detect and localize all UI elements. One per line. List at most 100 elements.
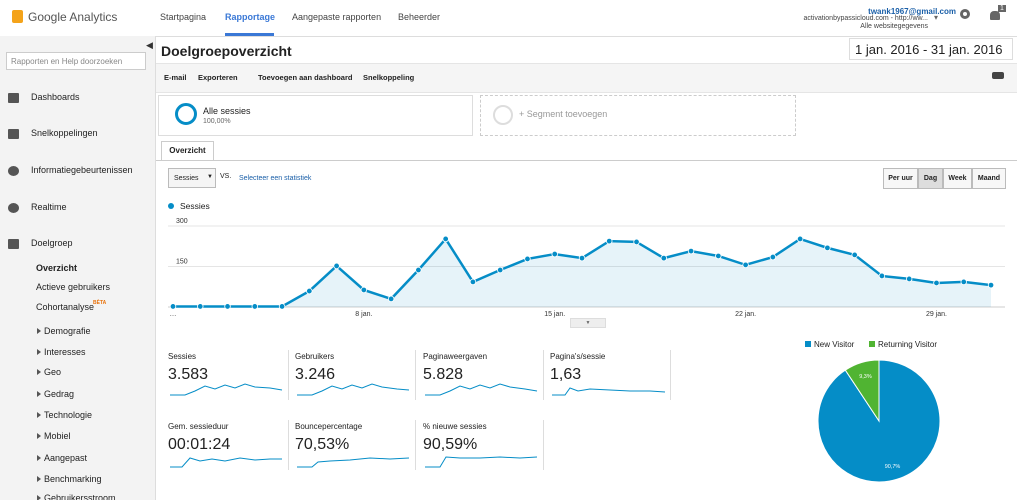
sidebar-item[interactable]: Informatiegebeurtenissen bbox=[31, 165, 133, 175]
sidebar-subitem[interactable]: Interesses bbox=[44, 347, 86, 357]
sidebar-subitem[interactable]: Gebruikersstroom bbox=[44, 493, 116, 500]
nav-tab[interactable]: Aangepaste rapporten bbox=[292, 12, 382, 22]
collapse-arrow[interactable]: ◀ bbox=[146, 40, 153, 50]
y-tick-label: 300 bbox=[176, 218, 188, 225]
point bbox=[715, 252, 722, 260]
sidebar-item[interactable]: Snelkoppelingen bbox=[31, 128, 98, 138]
sidebar-subitem[interactable]: Overzicht bbox=[36, 263, 78, 273]
metric-divider bbox=[415, 350, 416, 400]
sidebar-subitem[interactable]: Cohortanalyse bbox=[36, 302, 95, 312]
point bbox=[551, 250, 558, 258]
point bbox=[278, 303, 286, 310]
point bbox=[387, 295, 395, 303]
toolbar-action[interactable]: E-mail bbox=[164, 73, 187, 82]
point bbox=[933, 279, 940, 287]
metric-value: 00:01:24 bbox=[168, 436, 231, 453]
tab-line bbox=[156, 160, 1017, 161]
metric-value: 90,59% bbox=[423, 436, 478, 453]
legend-swatch bbox=[869, 341, 875, 347]
segment-share: 100,00% bbox=[203, 118, 231, 125]
education-icon[interactable] bbox=[992, 72, 1004, 79]
point bbox=[851, 251, 858, 259]
sidebar-subitem[interactable]: Technologie bbox=[44, 410, 93, 420]
sidebar-subitem[interactable]: Gedrag bbox=[44, 389, 75, 399]
account-property[interactable]: activationbypassicloud.com - http://ww..… bbox=[803, 15, 929, 22]
sidebar-item[interactable]: Realtime bbox=[31, 202, 67, 212]
overview-tab[interactable]: Overzicht bbox=[161, 141, 214, 160]
sidebar-subitem[interactable]: Benchmarking bbox=[44, 474, 102, 484]
metric-name: Sessies bbox=[168, 352, 197, 361]
point bbox=[578, 254, 586, 262]
bell-icon[interactable] bbox=[990, 11, 1000, 20]
expand-arrow bbox=[37, 476, 41, 482]
report-title: Doelgroepoverzicht bbox=[161, 43, 292, 59]
beta-badge: BÈTA bbox=[93, 300, 107, 306]
period-button[interactable]: Maand bbox=[972, 168, 1006, 189]
metric-value: 3.583 bbox=[168, 366, 209, 383]
sidebar-icon bbox=[8, 239, 19, 249]
add-segment[interactable]: + Segment toevoegen bbox=[519, 109, 608, 119]
logo-icon bbox=[12, 10, 23, 23]
metric-name: Pagina's/sessie bbox=[550, 352, 606, 361]
point bbox=[660, 254, 667, 262]
sidebar-subitem[interactable]: Geo bbox=[44, 367, 62, 377]
top-bar bbox=[0, 0, 1017, 37]
notification-count: 1 bbox=[998, 5, 1006, 12]
account-email[interactable]: twank1967@gmail.com bbox=[868, 7, 956, 16]
sidebar-icon bbox=[8, 93, 19, 103]
metric-divider bbox=[670, 350, 671, 400]
account-caret[interactable]: ▾ bbox=[934, 13, 939, 22]
sidebar-item[interactable]: Doelgroep bbox=[31, 238, 73, 248]
period-button[interactable]: Week bbox=[943, 168, 972, 189]
settings-icon[interactable] bbox=[960, 9, 970, 19]
expand-arrow bbox=[37, 455, 41, 461]
add-segment-ring bbox=[493, 105, 513, 125]
metric-name: Bouncepercentage bbox=[295, 422, 363, 431]
point bbox=[987, 281, 995, 289]
y-tick-label: 150 bbox=[176, 259, 188, 266]
toolbar-action[interactable]: Exporteren bbox=[198, 73, 238, 82]
metric-divider bbox=[543, 350, 544, 400]
point bbox=[306, 287, 313, 295]
metric-value: 5.828 bbox=[423, 366, 464, 383]
date-range[interactable]: 1 jan. 2016 - 31 jan. 2016 bbox=[849, 38, 1013, 60]
sidebar-subitem[interactable]: Demografie bbox=[44, 326, 91, 336]
select-stat[interactable]: Selecteer een statistiek bbox=[239, 175, 312, 182]
point bbox=[960, 278, 967, 286]
sparkline bbox=[425, 383, 538, 396]
metric-value: 70,53% bbox=[295, 436, 350, 453]
toolbar-action[interactable]: Toevoegen aan dashboard bbox=[258, 73, 353, 82]
point bbox=[469, 278, 477, 286]
area bbox=[173, 238, 991, 307]
point bbox=[442, 235, 449, 243]
account-view[interactable]: Alle websitegegevens bbox=[860, 23, 928, 30]
sidebar-subitem[interactable]: Aangepast bbox=[44, 453, 88, 463]
point bbox=[769, 253, 777, 261]
sidebar-subitem[interactable]: Actieve gebruikers bbox=[36, 282, 111, 292]
point bbox=[906, 275, 913, 283]
period-button[interactable]: Per uur bbox=[883, 168, 918, 189]
sidebar-icon bbox=[8, 203, 19, 213]
toolbar-action[interactable]: Snelkoppeling bbox=[363, 73, 415, 82]
point bbox=[687, 247, 695, 255]
x-tick-label: 15 jan. bbox=[544, 311, 565, 318]
sidebar-subitem[interactable]: Mobiel bbox=[44, 431, 71, 441]
metric-name: Gem. sessieduur bbox=[168, 422, 229, 431]
nav-tab[interactable]: Beheerder bbox=[398, 12, 441, 22]
chart-expander[interactable]: ▼ bbox=[570, 318, 606, 328]
nav-tab[interactable]: Startpagina bbox=[160, 12, 207, 22]
nav-tab[interactable]: Rapportage bbox=[225, 12, 276, 22]
add-segment-card[interactable] bbox=[480, 95, 796, 136]
sparkline bbox=[170, 457, 282, 468]
segment-card[interactable] bbox=[158, 95, 473, 136]
sidebar-item[interactable]: Dashboards bbox=[31, 92, 80, 102]
toolbar bbox=[156, 63, 1017, 93]
search-box[interactable]: Rapporten en Help doorzoeken bbox=[6, 52, 146, 70]
period-button[interactable]: Dag bbox=[918, 168, 943, 189]
metric-select[interactable]: Sessies bbox=[168, 168, 216, 188]
point bbox=[169, 303, 177, 310]
metric-divider bbox=[288, 420, 289, 470]
sidebar-icon bbox=[8, 129, 19, 139]
logo: Google Analytics bbox=[28, 10, 118, 24]
